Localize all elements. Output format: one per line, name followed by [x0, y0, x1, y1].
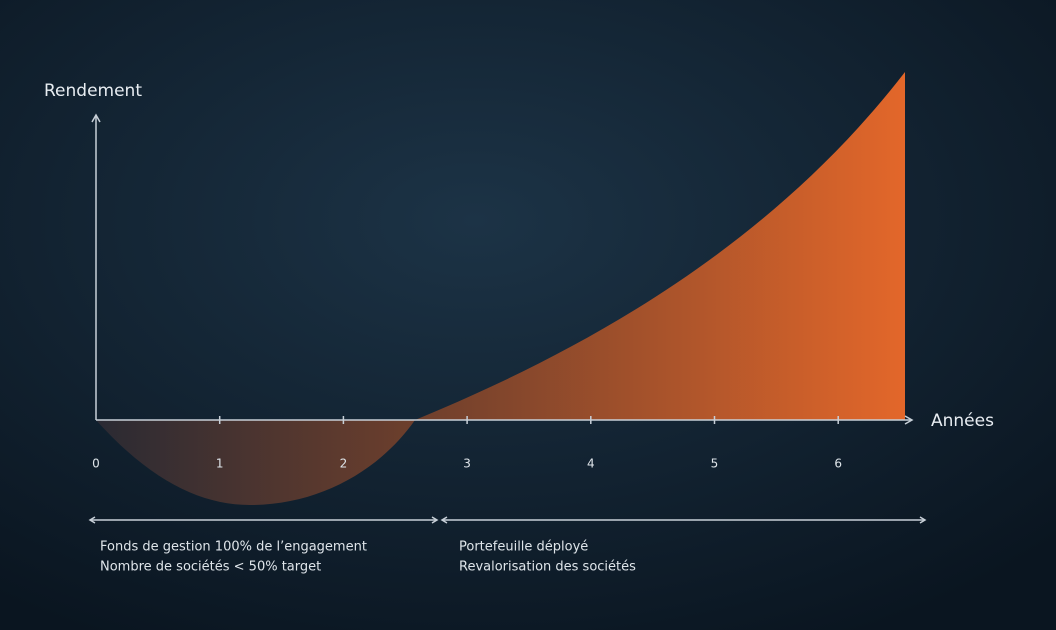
x-tick-label: 2: [340, 457, 348, 471]
x-tick-label: 0: [92, 457, 100, 471]
phase-note: Nombre de sociétés < 50% target: [100, 560, 321, 575]
y-axis-arrow: [91, 113, 101, 123]
phase-note: Revalorisation des sociétés: [459, 560, 636, 575]
phase-brackets: [88, 516, 927, 524]
x-tick-label: 3: [463, 457, 471, 471]
x-tick-label: 5: [711, 457, 719, 471]
x-axis-label: Années: [931, 411, 994, 431]
x-axis-arrow: [904, 415, 914, 425]
x-ticks: 0 1 2 3 4 5 6: [92, 416, 842, 471]
phase-note: Portefeuille déployé: [459, 540, 588, 555]
x-tick-label: 1: [216, 457, 224, 471]
phase-note: Fonds de gestion 100% de l’engagement: [100, 540, 367, 555]
bracket-arrows: [88, 516, 439, 524]
bracket-arrows: [440, 516, 927, 524]
y-axis-label: Rendement: [44, 81, 142, 101]
x-tick-label: 4: [587, 457, 595, 471]
j-curve-area: [96, 72, 905, 505]
phase-notes: Fonds de gestion 100% de l’engagement Nom…: [100, 540, 636, 575]
x-tick-label: 6: [834, 457, 842, 471]
